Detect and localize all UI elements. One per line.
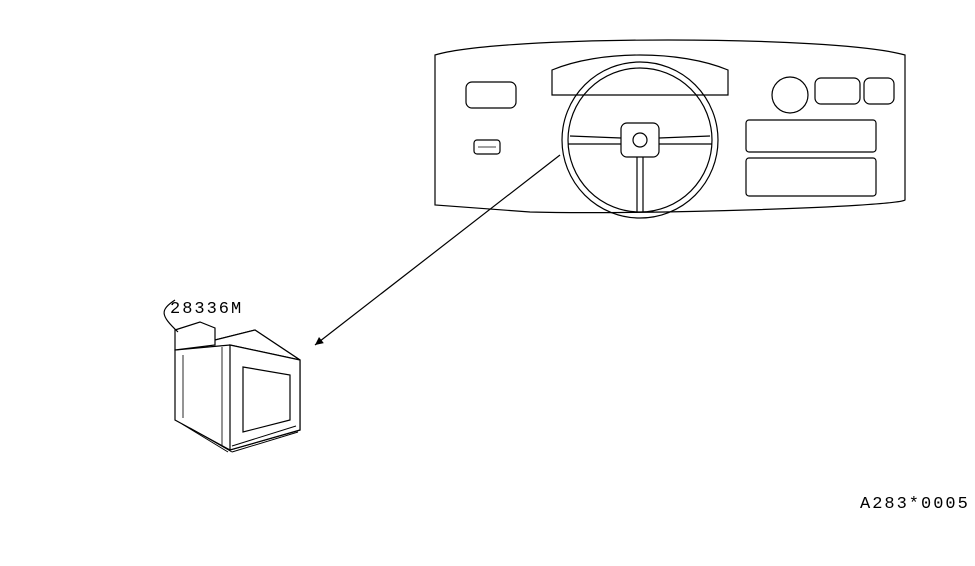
callout-arrow (315, 155, 560, 345)
drawing-code-label: A283*0005 (860, 495, 970, 514)
parts-diagram-canvas (0, 0, 975, 566)
component-illustration (164, 300, 300, 452)
dashboard-illustration (435, 40, 905, 218)
part-number-label: 28336M (170, 300, 243, 319)
